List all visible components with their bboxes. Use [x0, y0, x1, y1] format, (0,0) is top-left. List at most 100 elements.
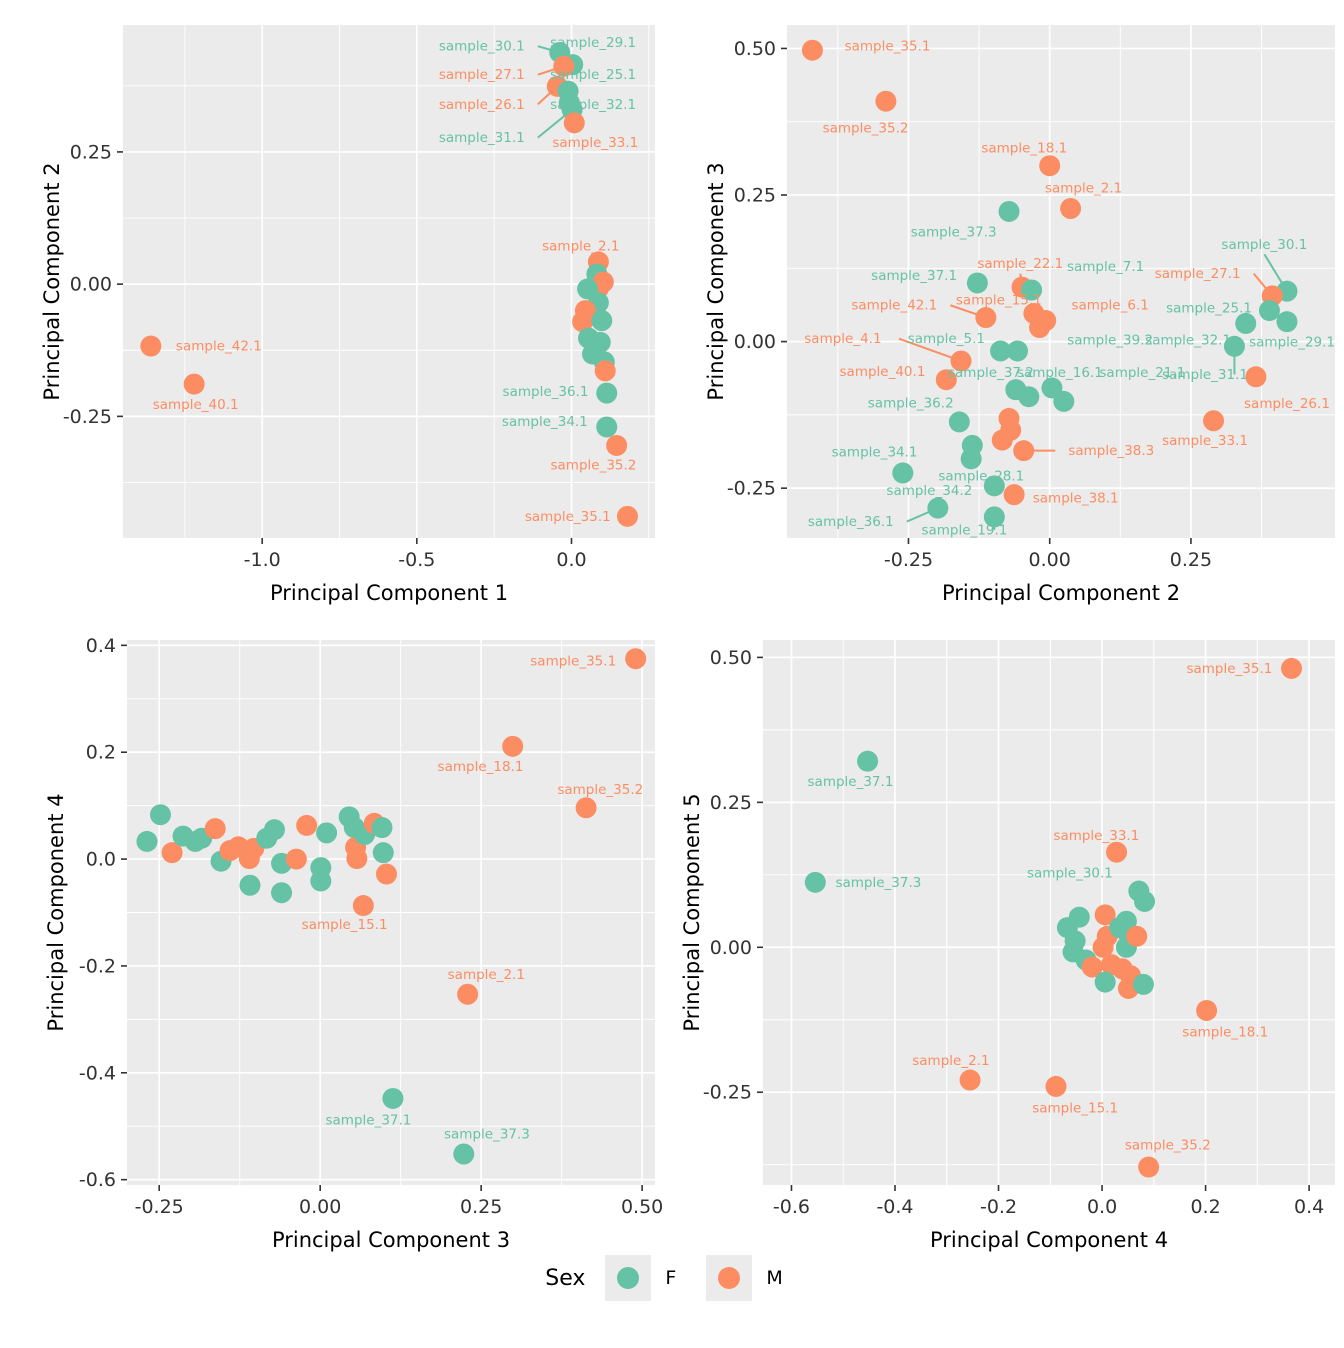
data-point-sample_37.1: [857, 750, 879, 772]
panel-2: -0.25 0.00 0.25 0.50 0.25 0.00 -0.25 Principal …: [704, 25, 1335, 605]
data-point: [1132, 973, 1154, 995]
sample-label: sample_15.1: [302, 917, 388, 933]
data-point-sample_4.1: [950, 350, 972, 372]
data-point-sample_35.2: [606, 434, 628, 456]
sample-label: sample_18.1: [1182, 1024, 1268, 1040]
y-tick-label: 0.50: [734, 38, 776, 60]
data-point-sample_35.2: [575, 797, 597, 819]
sample-label: sample_36.2: [868, 396, 954, 412]
data-point: [136, 830, 158, 852]
data-point-sample_15.1: [352, 895, 374, 917]
label-leader-line: [898, 337, 962, 362]
data-point: [1094, 904, 1116, 926]
data-point-sample_21.1: [1041, 377, 1063, 399]
data-point: [263, 819, 285, 841]
sample-label: sample_26.1: [1244, 396, 1330, 412]
y-axis-title: Principal Component 3: [704, 162, 728, 400]
sample-label: sample_35.1: [1186, 661, 1272, 677]
x-axis-title: Principal Component 1: [270, 581, 508, 605]
sample-label: sample_35.2: [557, 782, 643, 798]
panel-4: -0.6 -0.4 -0.2 0.0 0.2 0.4 0.50 0.25 0.00 -0.25 Pr…: [680, 640, 1335, 1252]
data-point-sample_36.1: [927, 497, 949, 519]
sample-label: sample_27.1: [1155, 266, 1241, 282]
x-tick-label: 0.00: [1029, 549, 1071, 571]
y-tick-label: 0.0: [86, 849, 116, 871]
sample-label: sample_39.2: [1067, 332, 1153, 348]
x-axis-title: Principal Component 2: [942, 581, 1180, 605]
data-point-sample_36.1: [596, 382, 618, 404]
sample-label: sample_35.1: [845, 39, 931, 55]
data-point: [296, 814, 318, 836]
data-point: [594, 360, 616, 382]
sample-label: sample_18.1: [981, 141, 1067, 157]
y-tick-label: 0.4: [86, 635, 116, 657]
panel-3: -0.25 0.00 0.25 0.50 0.4 0.2 0.0 -0.2 -0.4 -0.6 Pr…: [44, 635, 663, 1252]
x-axis-title: Principal Component 3: [272, 1228, 510, 1252]
sample-label: sample_16.1: [1017, 365, 1103, 381]
sample-label: sample_2.1: [1045, 180, 1122, 196]
x-tick-label: -1.0: [244, 549, 281, 571]
data-point-sample_35.2: [875, 90, 897, 112]
data-point-sample_40.1: [183, 373, 205, 395]
sample-label: sample_38.3: [1068, 443, 1154, 459]
data-point-sample_36.2: [948, 411, 970, 433]
legend-title: Sex: [545, 1265, 586, 1291]
legend-label-m: M: [766, 1267, 783, 1289]
y-tick-label: 0.00: [734, 331, 776, 353]
y-tick-label: 0.25: [710, 792, 752, 814]
y-tick-label: 0.50: [710, 647, 752, 669]
sample-label: sample_37.3: [835, 875, 921, 891]
y-tick-label: -0.25: [727, 478, 776, 500]
data-point-sample_35.1: [616, 505, 638, 527]
data-point-sample_37.1: [966, 272, 988, 294]
sample-label: sample_42.1: [176, 339, 262, 355]
sample-label: sample_27.1: [439, 67, 525, 83]
data-point: [1053, 390, 1075, 412]
x-tick-label: 0.0: [556, 549, 586, 571]
data-point: [149, 804, 171, 826]
sample-label: sample_33.1: [1053, 828, 1139, 844]
y-tick-label: 0.25: [70, 141, 112, 163]
sample-label: sample_31.1: [439, 130, 525, 146]
data-point: [271, 882, 293, 904]
panel-background: [787, 25, 1335, 538]
y-tick-label: -0.6: [79, 1169, 116, 1191]
y-axis-title: Principal Component 2: [40, 162, 64, 400]
data-point: [346, 848, 368, 870]
sample-label: sample_35.2: [1125, 1137, 1211, 1153]
x-tick-label: 0.25: [460, 1196, 502, 1218]
data-point-sample_37.3: [804, 871, 826, 893]
data-point-sample_5.1: [990, 340, 1012, 362]
data-point-sample_40.1: [935, 369, 957, 391]
legend-key-m: [706, 1255, 753, 1301]
sample-label: sample_21.1: [1099, 365, 1185, 381]
sample-label: sample_37.1: [326, 1112, 412, 1128]
sample-label: sample_34.1: [832, 444, 918, 460]
data-point: [591, 310, 613, 332]
data-point-sample_31.1: [1223, 335, 1245, 357]
data-point-sample_38.1: [1003, 484, 1025, 506]
x-tick-label: 0.4: [1294, 1196, 1324, 1218]
data-point: [239, 874, 261, 896]
sample-label: sample_19.1: [921, 522, 1007, 538]
data-point: [371, 817, 393, 839]
legend-key-f: [605, 1255, 652, 1301]
data-point-sample_34.1: [892, 462, 914, 484]
data-point-sample_37.3: [453, 1143, 475, 1165]
sample-label: sample_30.1: [1027, 866, 1113, 882]
data-point: [1134, 890, 1156, 912]
data-point-sample_26.1: [1245, 366, 1267, 388]
data-point-sample_39.2: [1006, 340, 1028, 362]
sample-label: sample_30.1: [439, 39, 525, 55]
data-point: [161, 842, 183, 864]
data-point-sample_7.1: [1021, 279, 1043, 301]
data-point-sample_37.3: [998, 200, 1020, 222]
sample-label: sample_38.1: [1033, 491, 1119, 507]
data-point-sample_15.1: [1045, 1075, 1067, 1097]
data-point: [1094, 971, 1116, 993]
data-point-sample_2.1: [959, 1069, 981, 1091]
